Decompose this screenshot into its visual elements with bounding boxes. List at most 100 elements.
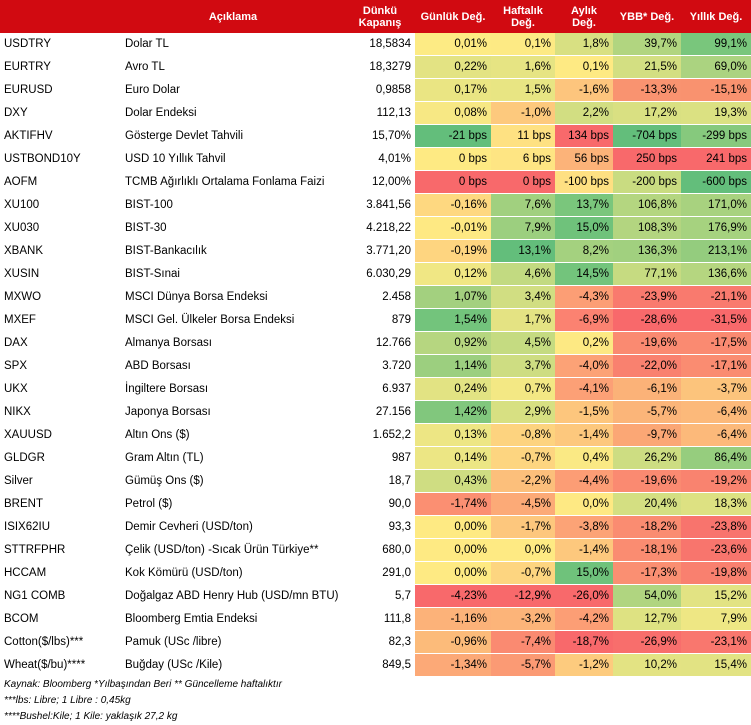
cell-weekly-change: 0 bps xyxy=(491,170,555,194)
cell-description: Kok Kömürü (USD/ton) xyxy=(121,561,345,585)
cell-ytd-change: -22,0% xyxy=(613,354,681,378)
cell-code: NIKX xyxy=(0,400,121,424)
table-row: Wheat($/bu)**** Buğday (USc /Kile) 849,5 -1… xyxy=(0,653,751,677)
cell-close: 18,5834 xyxy=(345,33,415,56)
cell-code: NG1 COMB xyxy=(0,584,121,608)
table-row: MXEF MSCI Gel. Ülkeler Borsa Endeksi 879 1,… xyxy=(0,308,751,332)
cell-code: XU030 xyxy=(0,216,121,240)
cell-code: EURUSD xyxy=(0,78,121,102)
cell-monthly-change: -1,2% xyxy=(555,653,613,677)
cell-code: MXWO xyxy=(0,285,121,309)
cell-daily-change: -0,96% xyxy=(415,630,491,654)
cell-ytd-change: -200 bps xyxy=(613,170,681,194)
cell-weekly-change: 6 bps xyxy=(491,147,555,171)
header-yearly-change: Yıllık Değ. xyxy=(681,0,751,33)
cell-code: USDTRY xyxy=(0,33,121,56)
cell-description: BIST-30 xyxy=(121,216,345,240)
cell-yearly-change: -23,1% xyxy=(681,630,751,654)
cell-close: 111,8 xyxy=(345,607,415,631)
cell-ytd-change: 54,0% xyxy=(613,584,681,608)
cell-code: EURTRY xyxy=(0,55,121,79)
cell-monthly-change: -4,1% xyxy=(555,377,613,401)
cell-close: 15,70% xyxy=(345,124,415,148)
cell-yearly-change: 136,6% xyxy=(681,262,751,286)
cell-ytd-change: -23,9% xyxy=(613,285,681,309)
cell-code: STTRFPHR xyxy=(0,538,121,562)
cell-daily-change: -0,19% xyxy=(415,239,491,263)
cell-daily-change: 0,14% xyxy=(415,446,491,470)
table-row: XUSIN BIST-Sınai 6.030,29 0,12% 4,6% 14,5% 77,… xyxy=(0,262,751,286)
cell-description: Altın Ons ($) xyxy=(121,423,345,447)
table-row: BCOM Bloomberg Emtia Endeksi 111,8 -1,16% -3… xyxy=(0,607,751,631)
cell-yearly-change: -23,6% xyxy=(681,538,751,562)
cell-code: XUSIN xyxy=(0,262,121,286)
cell-monthly-change: -4,4% xyxy=(555,469,613,493)
cell-description: ABD Borsası xyxy=(121,354,345,378)
cell-code: Cotton($/lbs)*** xyxy=(0,630,121,654)
cell-ytd-change: -13,3% xyxy=(613,78,681,102)
cell-weekly-change: 7,9% xyxy=(491,216,555,240)
cell-description: Dolar TL xyxy=(121,33,345,56)
cell-close: 987 xyxy=(345,446,415,470)
cell-monthly-change: 0,1% xyxy=(555,55,613,79)
cell-weekly-change: -7,4% xyxy=(491,630,555,654)
cell-description: Demir Cevheri (USD/ton) xyxy=(121,515,345,539)
cell-monthly-change: -1,4% xyxy=(555,423,613,447)
cell-yearly-change: -31,5% xyxy=(681,308,751,332)
cell-code: XBANK xyxy=(0,239,121,263)
cell-code: DAX xyxy=(0,331,121,355)
cell-weekly-change: 2,9% xyxy=(491,400,555,424)
cell-description: Almanya Borsası xyxy=(121,331,345,355)
cell-close: 90,0 xyxy=(345,492,415,516)
cell-weekly-change: 1,7% xyxy=(491,308,555,332)
cell-code: SPX xyxy=(0,354,121,378)
cell-ytd-change: -6,1% xyxy=(613,377,681,401)
cell-monthly-change: 0,4% xyxy=(555,446,613,470)
cell-yearly-change: 7,9% xyxy=(681,607,751,631)
cell-ytd-change: -28,6% xyxy=(613,308,681,332)
cell-monthly-change: 15,0% xyxy=(555,216,613,240)
cell-yearly-change: -6,4% xyxy=(681,423,751,447)
cell-monthly-change: 2,2% xyxy=(555,101,613,125)
cell-monthly-change: 13,7% xyxy=(555,193,613,217)
cell-weekly-change: 0,1% xyxy=(491,33,555,56)
cell-monthly-change: 0,0% xyxy=(555,492,613,516)
cell-close: 12,00% xyxy=(345,170,415,194)
cell-daily-change: 0,43% xyxy=(415,469,491,493)
table-row: BRENT Petrol ($) 90,0 -1,74% -4,5% 0,0% 20,4% 1… xyxy=(0,492,751,516)
cell-weekly-change: -1,0% xyxy=(491,101,555,125)
cell-weekly-change: -0,7% xyxy=(491,446,555,470)
cell-close: 12.766 xyxy=(345,331,415,355)
cell-ytd-change: 21,5% xyxy=(613,55,681,79)
cell-close: 3.720 xyxy=(345,354,415,378)
cell-monthly-change: -1,5% xyxy=(555,400,613,424)
cell-daily-change: 0,17% xyxy=(415,78,491,102)
cell-monthly-change: 56 bps xyxy=(555,147,613,171)
cell-code: DXY xyxy=(0,101,121,125)
cell-description: Gümüş Ons ($) xyxy=(121,469,345,493)
cell-yearly-change: 15,4% xyxy=(681,653,751,677)
table-row: Silver Gümüş Ons ($) 18,7 0,43% -2,2% -4,4% -1… xyxy=(0,469,751,493)
cell-daily-change: 0,22% xyxy=(415,55,491,79)
cell-daily-change: 0,00% xyxy=(415,561,491,585)
cell-yearly-change: -21,1% xyxy=(681,285,751,309)
cell-description: Doğalgaz ABD Henry Hub (USD/mn BTU) xyxy=(121,584,345,608)
cell-weekly-change: 13,1% xyxy=(491,239,555,263)
header-row: Açıklama Dünkü Kapanış Günlük Değ. Hafta… xyxy=(0,0,751,33)
cell-daily-change: 0,13% xyxy=(415,423,491,447)
cell-weekly-change: -0,7% xyxy=(491,561,555,585)
table-row: XU100 BIST-100 3.841,56 -0,16% 7,6% 13,7% 106,… xyxy=(0,193,751,217)
cell-monthly-change: -6,9% xyxy=(555,308,613,332)
cell-weekly-change: -2,2% xyxy=(491,469,555,493)
cell-weekly-change: -0,8% xyxy=(491,423,555,447)
header-description: Açıklama xyxy=(121,0,345,33)
cell-code: Wheat($/bu)**** xyxy=(0,653,121,677)
table-row: SPX ABD Borsası 3.720 1,14% 3,7% -4,0% -22,0% -… xyxy=(0,354,751,378)
cell-code: ISIX62IU xyxy=(0,515,121,539)
cell-description: Gram Altın (TL) xyxy=(121,446,345,470)
header-weekly-change: Haftalık Değ. xyxy=(491,0,555,33)
table-row: USTBOND10Y USD 10 Yıllık Tahvil 4,01% 0 bps… xyxy=(0,147,751,171)
cell-ytd-change: 26,2% xyxy=(613,446,681,470)
cell-description: BIST-Bankacılık xyxy=(121,239,345,263)
cell-daily-change: 0 bps xyxy=(415,147,491,171)
